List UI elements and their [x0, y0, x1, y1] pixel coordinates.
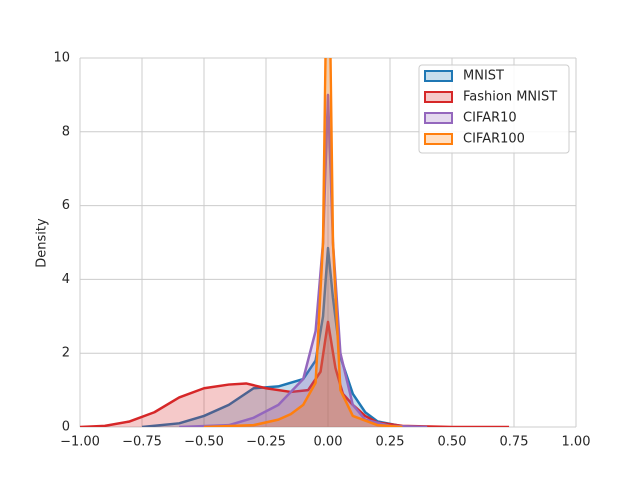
y-axis-label: Density — [35, 218, 50, 268]
x-tick-label: −0.25 — [246, 435, 286, 450]
x-tick-label: 0.75 — [500, 435, 529, 450]
kde-fill — [80, 321, 510, 427]
y-tick-label: 8 — [62, 124, 70, 139]
x-tick-label: −1.00 — [60, 435, 100, 450]
legend-swatch — [424, 112, 453, 124]
plot-area — [80, 58, 510, 427]
kde-line — [141, 246, 428, 427]
legend-label: Fashion MNIST — [463, 90, 557, 105]
legend-box — [418, 64, 570, 154]
x-tick-label: 0.00 — [314, 435, 343, 450]
legend-swatch — [424, 133, 453, 145]
kde-line — [203, 58, 403, 427]
y-tick-label: 10 — [53, 51, 70, 66]
kde-line — [179, 93, 428, 427]
x-tick-label: −0.75 — [122, 435, 162, 450]
legend-label: MNIST — [463, 69, 504, 84]
kde-fill — [204, 58, 403, 427]
legend-swatch — [424, 70, 453, 82]
x-tick-label: 0.25 — [376, 435, 405, 450]
y-tick-label: 2 — [62, 346, 70, 361]
kde-line — [80, 320, 510, 427]
x-tick-label: 1.00 — [562, 435, 591, 450]
x-tick-label: −0.50 — [184, 435, 224, 450]
y-tick-label: 6 — [62, 198, 70, 213]
legend-swatch — [424, 91, 453, 103]
y-tick-label: 0 — [62, 420, 70, 435]
x-tick-label: 0.50 — [438, 435, 467, 450]
legend-label: CIFAR100 — [463, 132, 525, 147]
y-tick-label: 4 — [62, 272, 70, 287]
legend-label: CIFAR10 — [463, 111, 517, 126]
